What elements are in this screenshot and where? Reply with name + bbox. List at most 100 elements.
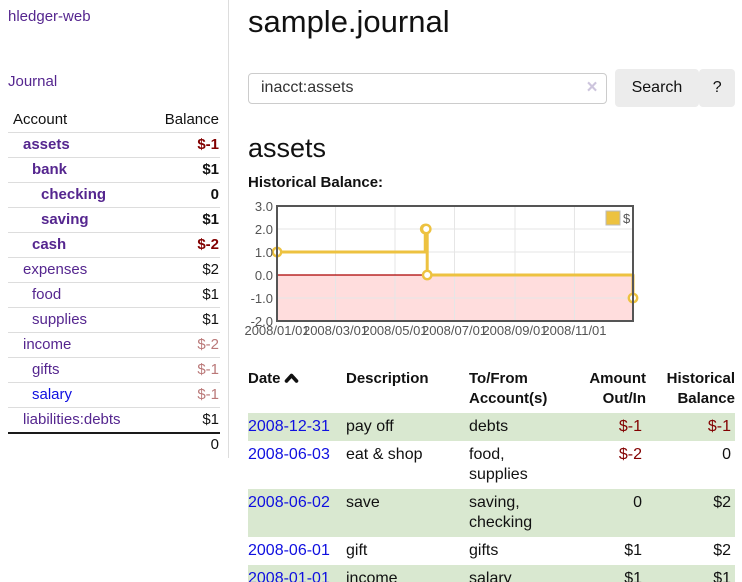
svg-text:-1.0: -1.0 <box>251 291 273 306</box>
account-link[interactable]: bank <box>32 161 68 178</box>
account-balance: $-1 <box>197 361 219 378</box>
date-link[interactable]: 2008-06-02 <box>248 494 330 511</box>
register-cell: 0 <box>633 494 642 511</box>
svg-text:2008/11/01: 2008/11/01 <box>542 323 606 338</box>
register-cell: $2 <box>713 494 731 511</box>
account-balance: $1 <box>202 411 219 428</box>
account-balance: $1 <box>202 311 219 328</box>
register-col-tofrom: To/From Account(s) <box>469 370 548 407</box>
sidebar-item-journal[interactable]: Journal <box>8 73 58 90</box>
chart-svg: $3.0 2.0 1.0 0.0 -1.0 -2.02008/01/012008/03/0… <box>244 199 639 338</box>
clear-search-icon[interactable]: × <box>586 76 598 98</box>
svg-text:$: $ <box>623 211 631 226</box>
page-title: sample.journal <box>248 4 450 39</box>
search-input[interactable] <box>248 72 607 104</box>
account-link[interactable]: expenses <box>23 261 88 278</box>
search-button[interactable]: Search <box>614 69 700 107</box>
account-link[interactable]: income <box>23 336 72 353</box>
date-link[interactable]: 2008-12-31 <box>248 418 330 435</box>
register-cell: saving, checking <box>469 494 533 531</box>
account-row: food $1 <box>8 282 220 308</box>
account-link[interactable]: supplies <box>32 311 88 328</box>
account-row: checking 0 <box>8 182 220 208</box>
register-cell: pay off <box>346 418 394 435</box>
help-button[interactable]: ? <box>699 69 735 107</box>
account-row: expenses $2 <box>8 257 220 283</box>
main-content: sample.journal × Search ? assets Histori… <box>244 0 735 582</box>
account-row: assets $-1 <box>8 132 220 158</box>
svg-text:0.0: 0.0 <box>255 268 273 283</box>
register-cell: 0 <box>722 446 731 463</box>
svg-text:-2.0: -2.0 <box>251 314 273 329</box>
register-cell: gifts <box>469 542 499 559</box>
register-row: 2008-06-02 save saving, checking 0 $2 <box>248 489 735 537</box>
date-link[interactable]: 2008-06-03 <box>248 446 330 463</box>
register-col-balance: Historical Balance <box>666 370 735 407</box>
account-row: income $-2 <box>8 332 220 358</box>
account-balance: 0 <box>210 186 219 203</box>
register-row: 2008-06-03 eat & shop food, supplies $-2 0 <box>248 441 735 489</box>
account-link[interactable]: gifts <box>32 361 60 378</box>
account-row: liabilities:debts $1 <box>8 407 220 434</box>
register-table: Date Description To/From Account(s) Amou… <box>248 365 735 582</box>
account-balance: $-1 <box>197 136 219 153</box>
register-cell: gift <box>346 542 368 559</box>
svg-text:1.0: 1.0 <box>255 245 273 260</box>
register-row: 2008-01-01 income salary $1 $1 <box>248 565 735 582</box>
register-cell: $1 <box>624 570 642 582</box>
historical-balance-label: Historical Balance: <box>248 174 384 191</box>
date-link[interactable]: 2008-01-01 <box>248 570 330 582</box>
svg-text:2008/05/01: 2008/05/01 <box>362 323 427 338</box>
register-cell: $2 <box>713 542 731 559</box>
accounts-table: Account Balance assets $-1 bank $1 checking 0… <box>8 108 220 458</box>
account-balance: $1 <box>202 211 219 228</box>
account-balance: $1 <box>202 286 219 303</box>
register-cell: save <box>346 494 380 511</box>
historical-balance-chart: $3.0 2.0 1.0 0.0 -1.0 -2.0 2008/01/01 2008/03/0… <box>244 199 735 344</box>
register-col-description: Description <box>346 370 429 387</box>
sort-ascending-icon <box>284 373 298 383</box>
svg-text:2008/07/01: 2008/07/01 <box>422 323 487 338</box>
account-row: salary $-1 <box>8 382 220 408</box>
account-link[interactable]: saving <box>41 211 89 228</box>
account-link[interactable]: checking <box>41 186 107 203</box>
account-balance: $2 <box>202 261 219 278</box>
register-cell: $-2 <box>618 446 642 463</box>
register-cell: $-1 <box>707 418 731 435</box>
svg-text:2008/03/01: 2008/03/01 <box>303 323 368 338</box>
register-cell: income <box>346 570 398 582</box>
svg-text:3.0: 3.0 <box>255 199 273 214</box>
register-row: 2008-12-31 pay off debts $-1 $-1 <box>248 413 735 441</box>
svg-text:2008/09/01: 2008/09/01 <box>482 323 547 338</box>
register-cell: debts <box>469 418 509 435</box>
accounts-total-row: 0 <box>8 433 220 458</box>
account-row: saving $1 <box>8 207 220 233</box>
svg-text:2008/01/01: 2008/01/01 <box>244 323 309 338</box>
accounts-col-balance: Balance <box>164 111 219 128</box>
register-cell: food, supplies <box>469 446 528 483</box>
account-link[interactable]: salary <box>32 386 73 403</box>
account-link[interactable]: liabilities:debts <box>23 411 121 428</box>
account-balance: $-1 <box>197 386 219 403</box>
register-row: 2008-06-01 gift gifts $1 $2 <box>248 537 735 565</box>
account-row: gifts $-1 <box>8 357 220 383</box>
register-col-amount: Amount Out/In <box>589 370 646 407</box>
search-form: × Search ? <box>248 69 735 107</box>
account-balance: $-2 <box>197 336 219 353</box>
date-link[interactable]: 2008-06-01 <box>248 542 330 559</box>
register-cell: eat & shop <box>346 446 423 463</box>
sidebar: hledger-web Journal Account Balance asse… <box>0 0 229 458</box>
account-balance: $-2 <box>197 236 219 253</box>
account-link[interactable]: cash <box>32 236 67 253</box>
account-balance: $1 <box>202 161 219 178</box>
account-row: bank $1 <box>8 157 220 183</box>
brand-link[interactable]: hledger-web <box>8 8 91 25</box>
account-link[interactable]: assets <box>23 136 70 153</box>
account-row: supplies $1 <box>8 307 220 333</box>
svg-text:2.0: 2.0 <box>255 222 273 237</box>
register-col-date[interactable]: Date <box>248 365 346 413</box>
accounts-col-account: Account <box>13 111 68 128</box>
register-cell: $1 <box>624 542 642 559</box>
account-link[interactable]: food <box>32 286 62 303</box>
